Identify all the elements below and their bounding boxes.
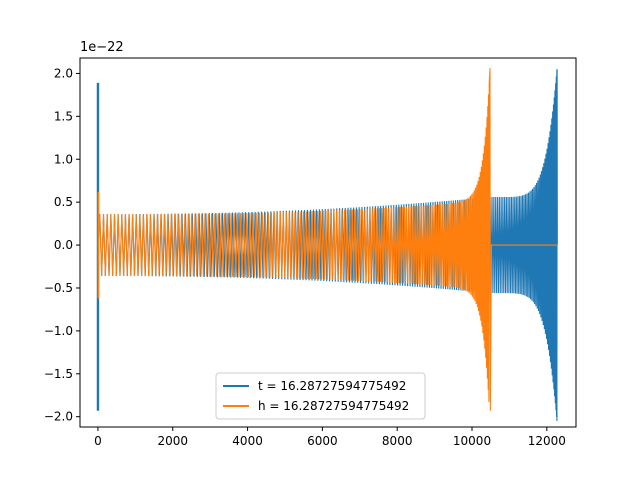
x-tick-label: 0 bbox=[94, 434, 102, 448]
y-offset-label: 1e−22 bbox=[80, 40, 124, 55]
y-tick-label: −1.5 bbox=[44, 367, 73, 381]
x-tick-label: 2000 bbox=[157, 434, 188, 448]
y-tick-label: 2.0 bbox=[54, 66, 73, 80]
legend-box bbox=[215, 372, 426, 420]
legend-label: h = 16.28727594775492 bbox=[258, 399, 409, 413]
y-tick-label: 0.5 bbox=[54, 195, 73, 209]
axes-frame bbox=[79, 57, 577, 428]
legend: t = 16.28727594775492 h = 16.287275947754… bbox=[215, 372, 426, 420]
y-axis: −2.0 −1.5 −1.0 −0.5 0.0 0.5 1.0 1.5 2.0 bbox=[44, 66, 80, 424]
y-tick-label: 0.0 bbox=[54, 238, 73, 252]
x-tick-label: 4000 bbox=[232, 434, 263, 448]
y-tick-label: −1.0 bbox=[44, 324, 73, 338]
legend-label: t = 16.28727594775492 bbox=[258, 379, 406, 393]
series-layer bbox=[96, 68, 558, 421]
x-tick-label: 12000 bbox=[528, 434, 566, 448]
x-tick-label: 8000 bbox=[382, 434, 413, 448]
x-axis: 0 2000 4000 6000 8000 10000 12000 bbox=[94, 427, 566, 448]
series-line-h bbox=[97, 68, 558, 411]
y-tick-label: −0.5 bbox=[44, 281, 73, 295]
x-tick-label: 10000 bbox=[453, 434, 491, 448]
y-tick-label: 1.5 bbox=[54, 109, 73, 123]
x-tick-label: 6000 bbox=[307, 434, 338, 448]
y-tick-label: −2.0 bbox=[44, 410, 73, 424]
y-tick-label: 1.0 bbox=[54, 152, 73, 166]
